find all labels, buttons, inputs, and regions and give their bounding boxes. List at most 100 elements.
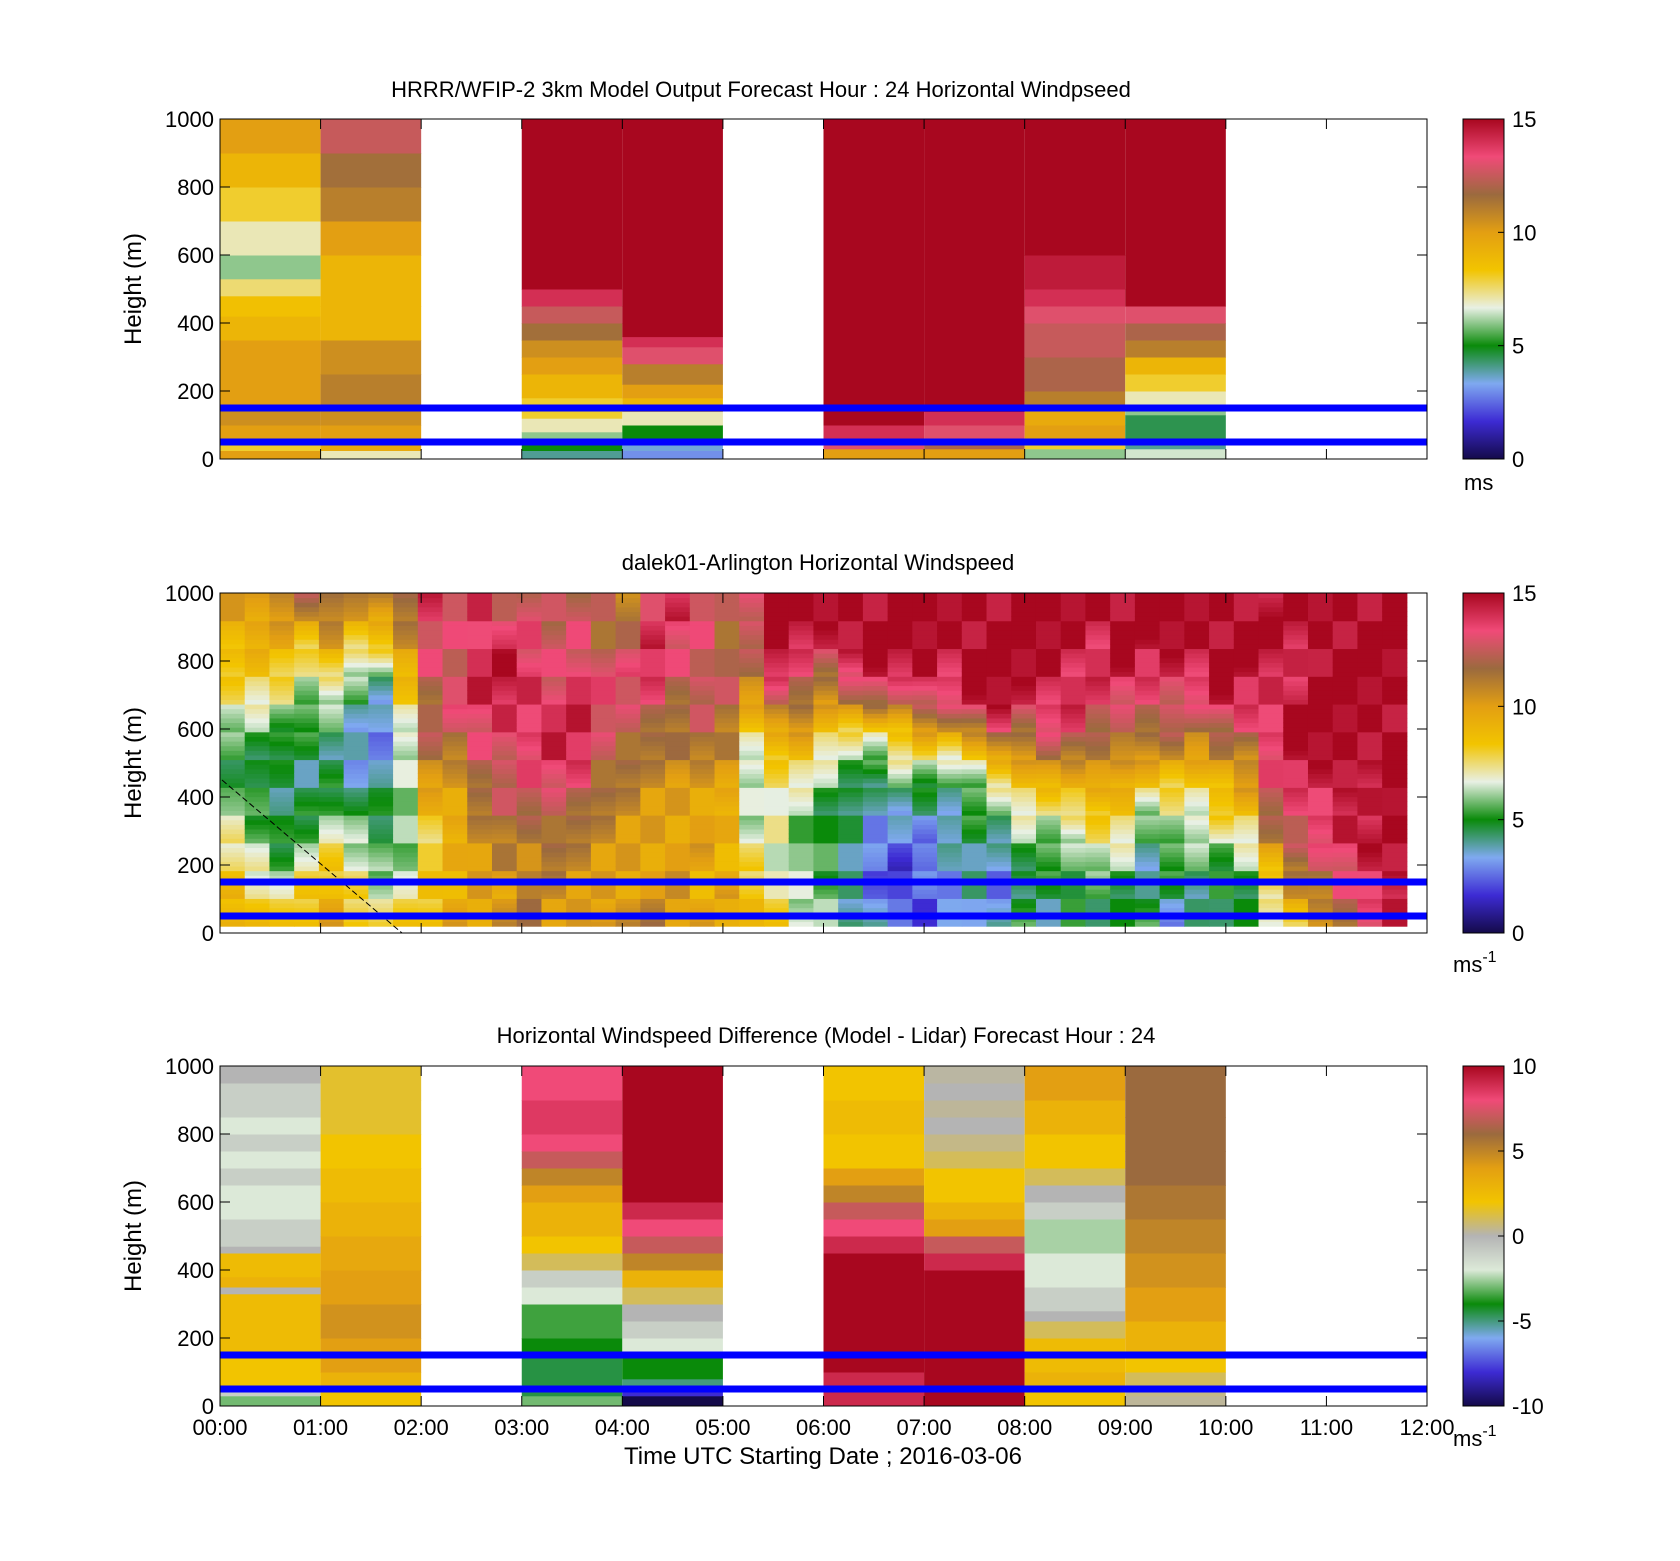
heatmap-cell <box>823 1202 925 1220</box>
heatmap-cell <box>1332 745 1358 751</box>
heatmap-cell <box>269 833 295 839</box>
heatmap-cell <box>269 630 295 636</box>
heatmap-cell <box>1060 699 1086 705</box>
heatmap-cell <box>393 708 419 714</box>
heatmap-cell <box>220 1395 321 1407</box>
heatmap-cell <box>887 754 913 761</box>
heatmap-cell <box>739 699 765 705</box>
heatmap-cell <box>1085 694 1111 700</box>
heatmap-cell <box>640 713 666 719</box>
heatmap-cell <box>838 657 864 663</box>
heatmap-cell <box>838 916 864 923</box>
heatmap-cell <box>689 676 716 682</box>
heatmap-cell <box>220 408 321 426</box>
heatmap-cell <box>393 819 419 825</box>
heatmap-cell <box>343 856 369 862</box>
heatmap-cell <box>368 699 394 705</box>
heatmap-cell <box>1035 916 1062 923</box>
heatmap-cell <box>1060 662 1086 668</box>
heatmap-cell <box>1382 643 1408 650</box>
heatmap-cell <box>566 731 592 737</box>
y-tick-label: 400 <box>177 1258 214 1283</box>
heatmap-cell <box>739 616 765 622</box>
heatmap-cell <box>1357 875 1383 881</box>
heatmap-cell <box>343 810 369 816</box>
heatmap-cell <box>924 411 1025 426</box>
heatmap-cell <box>368 819 394 825</box>
heatmap-cell <box>1332 875 1358 881</box>
heatmap-cell <box>763 810 790 816</box>
heatmap-cell <box>862 597 889 603</box>
heatmap-cell <box>1159 616 1185 622</box>
heatmap-cell <box>541 593 567 599</box>
heatmap-cell <box>1357 731 1383 737</box>
panel-difference-reference-lines <box>220 1351 1427 1393</box>
heatmap-cell <box>521 1066 623 1101</box>
heatmap-cell <box>1332 611 1358 617</box>
heatmap-cell <box>541 875 567 881</box>
heatmap-cell <box>318 861 345 867</box>
heatmap-cell <box>1035 662 1062 668</box>
heatmap-cell <box>318 870 345 876</box>
heatmap-cell <box>887 593 913 599</box>
heatmap-cell <box>1159 791 1185 798</box>
heatmap-cell <box>1011 856 1037 862</box>
heatmap-cell <box>640 639 666 645</box>
heatmap-cell <box>714 727 740 733</box>
heatmap-cell <box>318 717 345 724</box>
heatmap-cell <box>566 801 592 807</box>
heatmap-cell <box>788 884 814 890</box>
heatmap-cell <box>615 657 641 663</box>
heatmap-cell <box>467 593 493 599</box>
heatmap-cell <box>838 731 864 737</box>
heatmap-cell <box>1283 602 1309 608</box>
heatmap-cell <box>714 722 740 728</box>
heatmap-cell <box>739 602 765 608</box>
heatmap-cell <box>1011 842 1037 849</box>
heatmap-cell <box>220 606 246 613</box>
heatmap-cell <box>714 764 740 770</box>
heatmap-cell <box>937 754 963 761</box>
heatmap-cell <box>714 921 740 927</box>
heatmap-cell <box>813 829 839 835</box>
heatmap-cell <box>1085 870 1111 876</box>
heatmap-cell <box>912 653 938 659</box>
heatmap-cell <box>622 1287 723 1305</box>
heatmap-cell <box>516 722 542 728</box>
heatmap-cell <box>937 699 963 705</box>
heatmap-cell <box>516 593 542 599</box>
heatmap-cell <box>1060 620 1086 626</box>
heatmap-cell <box>1011 648 1037 654</box>
heatmap-cell <box>1357 639 1383 645</box>
heatmap-cell <box>887 787 913 793</box>
heatmap-cell <box>1159 815 1185 821</box>
heatmap-cell <box>491 593 518 599</box>
heatmap-cell <box>318 704 345 710</box>
heatmap-cell <box>442 861 468 867</box>
heatmap-cell <box>590 708 617 714</box>
heatmap-cell <box>615 833 641 839</box>
heatmap-cell <box>516 875 542 881</box>
heatmap-cell <box>986 829 1012 835</box>
heatmap-cell <box>393 815 419 821</box>
heatmap-cell <box>665 648 691 654</box>
heatmap-cell <box>788 699 814 705</box>
heatmap-cell <box>887 861 913 867</box>
heatmap-cell <box>1110 861 1136 867</box>
heatmap-cell <box>491 731 518 737</box>
colorbar-tick-label: 15 <box>1512 581 1536 606</box>
heatmap-cell <box>937 824 963 830</box>
heatmap-cell <box>393 699 419 705</box>
heatmap-cell <box>1332 782 1358 788</box>
heatmap-cell <box>1283 671 1309 677</box>
heatmap-cell <box>1382 870 1408 876</box>
heatmap-cell <box>318 852 345 858</box>
heatmap-cell <box>269 829 295 835</box>
heatmap-cell <box>788 685 814 691</box>
heatmap-cell <box>244 907 270 913</box>
heatmap-cell <box>912 764 938 770</box>
heatmap-cell <box>1307 787 1334 793</box>
heatmap-cell <box>1332 593 1358 599</box>
heatmap-cell <box>714 870 740 876</box>
heatmap-cell <box>566 667 592 673</box>
